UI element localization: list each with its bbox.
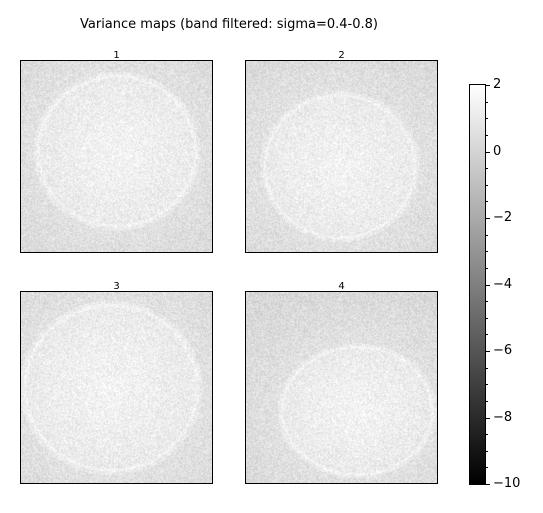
colorbar-minor-tick <box>486 367 488 369</box>
colorbar-minor-tick <box>486 101 488 103</box>
colorbar-minor-tick <box>486 400 488 402</box>
variance-map-panel-3: 3 <box>20 282 213 484</box>
colorbar-minor-tick <box>486 267 488 269</box>
panel-title: 3 <box>113 281 120 292</box>
colorbar-tick-label: 2 <box>493 77 502 92</box>
panel-title: 4 <box>338 281 345 292</box>
colorbar-major-tick <box>486 218 490 219</box>
variance-image <box>21 61 212 252</box>
colorbar-minor-tick <box>486 334 488 336</box>
colorbar-minor-tick <box>486 384 488 386</box>
colorbar-tick-label: −4 <box>493 276 513 292</box>
colorbar-minor-tick <box>486 134 488 136</box>
panel-title: 1 <box>113 50 120 61</box>
panel-title: 2 <box>338 50 345 61</box>
colorbar-major-tick <box>486 284 490 286</box>
variance-image <box>21 292 212 483</box>
colorbar-minor-tick <box>486 201 488 203</box>
variance-map-panel-2: 2 <box>245 51 438 253</box>
colorbar-tick-label: −2 <box>493 210 513 225</box>
variance-map-panel-1: 1 <box>20 51 213 253</box>
figure-title: Variance maps (band filtered: sigma=0.4-… <box>80 17 378 32</box>
variance-image <box>246 61 437 252</box>
colorbar-major-tick <box>486 351 490 352</box>
colorbar-tick-label: −8 <box>493 409 513 425</box>
colorbar: 2 0 −2 −4 −6 −8 −10 <box>469 78 520 490</box>
colorbar-minor-tick <box>486 450 488 452</box>
variance-map-panel-4: 4 <box>245 282 438 484</box>
colorbar-minor-tick <box>486 234 488 236</box>
colorbar-gradient <box>469 84 486 485</box>
colorbar-tick-label: −6 <box>493 343 513 358</box>
colorbar-minor-tick <box>486 168 488 170</box>
colorbar-minor-tick <box>486 118 488 120</box>
variance-image <box>246 292 437 483</box>
colorbar-major-tick <box>486 484 490 485</box>
colorbar-minor-tick <box>486 301 488 303</box>
colorbar-tick-label: −10 <box>493 476 521 491</box>
colorbar-minor-tick <box>486 434 488 436</box>
colorbar-major-tick <box>486 417 490 419</box>
colorbar-minor-tick <box>486 184 488 186</box>
colorbar-minor-tick <box>486 467 488 469</box>
colorbar-major-tick <box>486 85 490 86</box>
colorbar-minor-tick <box>486 317 488 319</box>
colorbar-tick-label: 0 <box>493 143 502 159</box>
colorbar-major-tick <box>486 151 490 153</box>
colorbar-minor-tick <box>486 251 488 253</box>
